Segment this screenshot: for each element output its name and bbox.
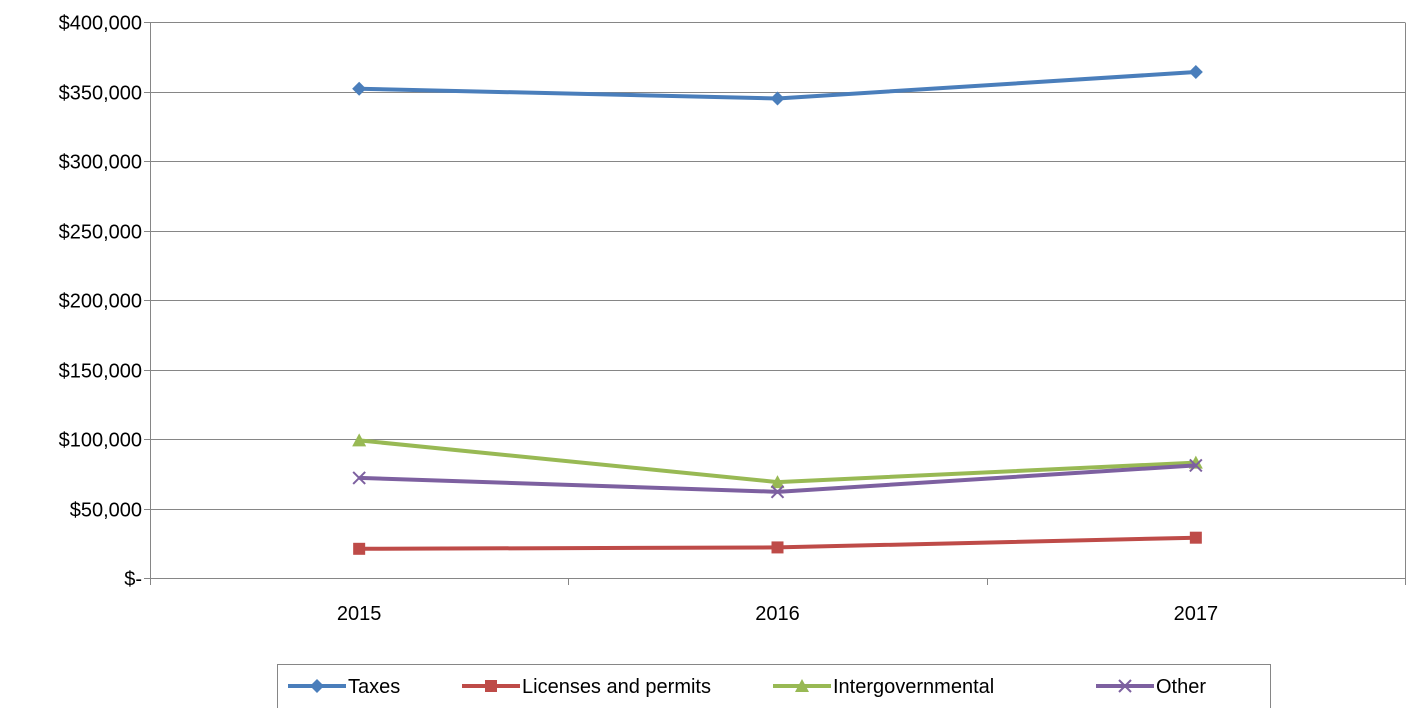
legend-item-taxes: Taxes (288, 676, 400, 698)
data-point-licenses-and-permits (771, 541, 784, 554)
legend-label: Intergovernmental (833, 676, 994, 698)
data-point-other (770, 485, 785, 499)
data-point-intergovernmental (352, 433, 367, 447)
legend-label: Licenses and permits (522, 676, 711, 698)
y-tick-label: $200,000 (59, 291, 142, 313)
y-axis-tick-labels: $- $50,000 $100,000 $150,000 $200,000 $250,00… (59, 13, 142, 591)
legend-marker (310, 679, 324, 693)
gridlines (150, 22, 1406, 579)
marker-stroke (770, 485, 785, 499)
legend-label: Other (1156, 676, 1206, 698)
y-tick-label: $50,000 (70, 500, 142, 522)
y-tick-label: $- (124, 569, 142, 591)
legend-marker (1118, 679, 1132, 693)
y-tick-label: $350,000 (59, 83, 142, 105)
data-point-intergovernmental (770, 475, 785, 489)
marker-stroke (352, 471, 366, 485)
y-tick-label: $400,000 (59, 13, 142, 35)
legend: Taxes Licenses and permits Intergovernment… (277, 664, 1271, 708)
legend-item-intergovernmental: Intergovernmental (773, 676, 994, 698)
x-tick-label: 2015 (337, 603, 382, 625)
data-point-other (352, 471, 366, 485)
x-tick-label: 2017 (1174, 603, 1219, 625)
data-series (352, 65, 1203, 555)
legend-item-other: Other (1096, 676, 1206, 698)
y-tick-label: $300,000 (59, 152, 142, 174)
data-point-licenses-and-permits (353, 542, 366, 555)
x-axis-tick-labels: 2015 2016 2017 (337, 603, 1218, 625)
data-point-taxes (1188, 65, 1203, 80)
data-point-licenses-and-permits (1189, 531, 1202, 544)
data-point-taxes (352, 81, 367, 96)
x-tick-label: 2016 (755, 603, 800, 625)
legend-label: Taxes (348, 676, 400, 698)
marker-stroke (1189, 458, 1203, 473)
legend-item-licenses-and-permits: Licenses and permits (462, 676, 711, 698)
data-point-taxes (770, 91, 785, 106)
y-tick-label: $150,000 (59, 361, 142, 383)
y-tick-label: $100,000 (59, 430, 142, 452)
axes (144, 22, 1406, 585)
legend-marker (795, 679, 809, 692)
y-tick-label: $250,000 (59, 222, 142, 244)
data-point-other (1189, 458, 1203, 473)
legend-marker (485, 680, 497, 692)
marker-stroke (1118, 679, 1132, 693)
